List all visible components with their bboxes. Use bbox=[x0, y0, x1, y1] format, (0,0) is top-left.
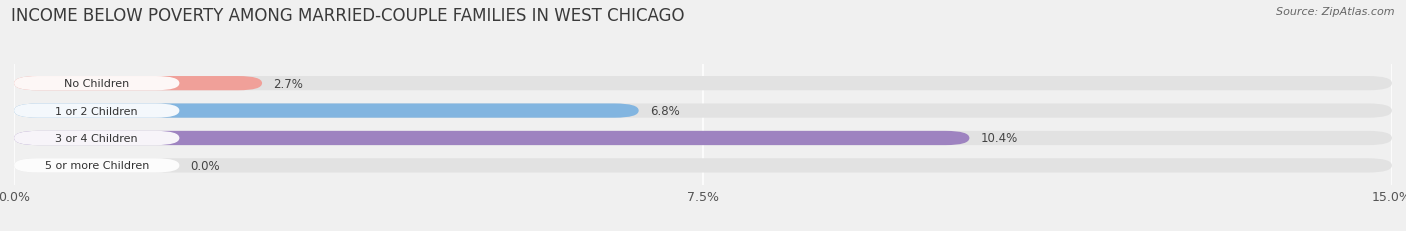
Text: 5 or more Children: 5 or more Children bbox=[45, 161, 149, 171]
FancyBboxPatch shape bbox=[14, 77, 1392, 91]
Text: 1 or 2 Children: 1 or 2 Children bbox=[55, 106, 138, 116]
FancyBboxPatch shape bbox=[14, 77, 180, 91]
Text: 3 or 4 Children: 3 or 4 Children bbox=[55, 134, 138, 143]
FancyBboxPatch shape bbox=[14, 104, 180, 118]
FancyBboxPatch shape bbox=[14, 131, 969, 146]
FancyBboxPatch shape bbox=[14, 77, 262, 91]
Text: 0.0%: 0.0% bbox=[190, 159, 221, 172]
Text: 6.8%: 6.8% bbox=[650, 105, 679, 118]
Text: INCOME BELOW POVERTY AMONG MARRIED-COUPLE FAMILIES IN WEST CHICAGO: INCOME BELOW POVERTY AMONG MARRIED-COUPL… bbox=[11, 7, 685, 25]
Text: No Children: No Children bbox=[65, 79, 129, 89]
Text: 10.4%: 10.4% bbox=[980, 132, 1018, 145]
Text: Source: ZipAtlas.com: Source: ZipAtlas.com bbox=[1277, 7, 1395, 17]
FancyBboxPatch shape bbox=[14, 159, 180, 173]
FancyBboxPatch shape bbox=[14, 159, 1392, 173]
Text: 2.7%: 2.7% bbox=[273, 77, 302, 90]
FancyBboxPatch shape bbox=[14, 131, 1392, 146]
FancyBboxPatch shape bbox=[14, 131, 180, 146]
FancyBboxPatch shape bbox=[14, 104, 1392, 118]
FancyBboxPatch shape bbox=[14, 104, 638, 118]
